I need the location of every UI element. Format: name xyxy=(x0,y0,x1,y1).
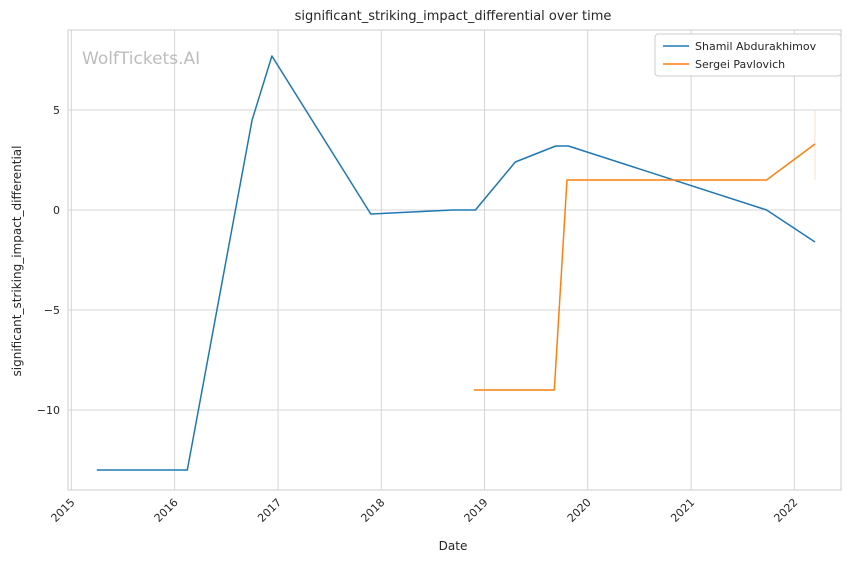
chart-title: significant_striking_impact_differential… xyxy=(295,9,612,24)
y-tick-label: 0 xyxy=(53,204,60,217)
series-line-0 xyxy=(96,55,816,471)
legend-label-1: Sergei Pavlovich xyxy=(695,58,785,71)
legend-label-0: Shamil Abdurakhimov xyxy=(695,40,817,53)
series-layer xyxy=(96,55,816,471)
y-tick-label: 5 xyxy=(53,104,60,117)
series-line-1 xyxy=(474,143,816,391)
plot-frame xyxy=(67,29,842,491)
watermark: WolfTickets.AI xyxy=(82,49,200,69)
legend-box xyxy=(654,33,842,77)
x-axis-label: Date xyxy=(439,539,468,553)
y-tick-label: −5 xyxy=(44,304,60,317)
legend: Shamil Abdurakhimov Sergei Pavlovich xyxy=(654,33,842,77)
grid xyxy=(68,30,841,490)
y-axis-label: significant_striking_impact_differential xyxy=(10,146,24,377)
y-tick-label: −10 xyxy=(37,404,60,417)
